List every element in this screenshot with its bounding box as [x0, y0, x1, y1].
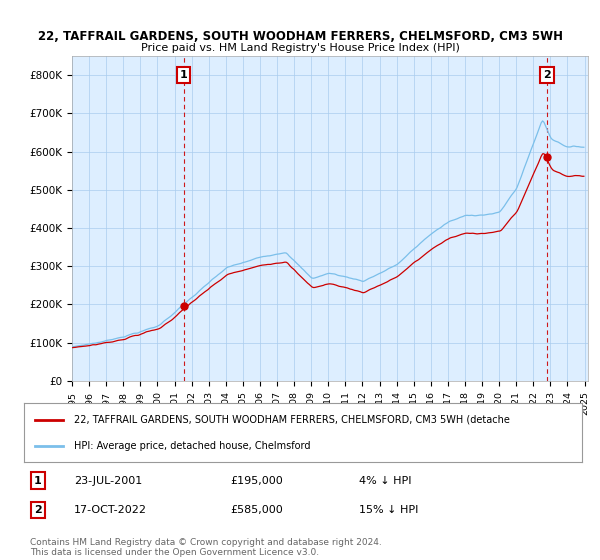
Text: 22, TAFFRAIL GARDENS, SOUTH WOODHAM FERRERS, CHELMSFORD, CM3 5WH (detache: 22, TAFFRAIL GARDENS, SOUTH WOODHAM FERR…: [74, 414, 510, 424]
Text: 1: 1: [180, 70, 188, 80]
Text: 2: 2: [543, 70, 551, 80]
Text: 15% ↓ HPI: 15% ↓ HPI: [359, 505, 418, 515]
Text: 22, TAFFRAIL GARDENS, SOUTH WOODHAM FERRERS, CHELMSFORD, CM3 5WH: 22, TAFFRAIL GARDENS, SOUTH WOODHAM FERR…: [37, 30, 563, 43]
Text: 17-OCT-2022: 17-OCT-2022: [74, 505, 147, 515]
Text: 1: 1: [34, 476, 42, 486]
Text: 23-JUL-2001: 23-JUL-2001: [74, 476, 142, 486]
Text: £195,000: £195,000: [230, 476, 283, 486]
Text: Price paid vs. HM Land Registry's House Price Index (HPI): Price paid vs. HM Land Registry's House …: [140, 43, 460, 53]
Text: HPI: Average price, detached house, Chelmsford: HPI: Average price, detached house, Chel…: [74, 441, 311, 451]
Text: £585,000: £585,000: [230, 505, 283, 515]
Text: 4% ↓ HPI: 4% ↓ HPI: [359, 476, 412, 486]
Text: Contains HM Land Registry data © Crown copyright and database right 2024.
This d: Contains HM Land Registry data © Crown c…: [30, 538, 382, 557]
Text: 2: 2: [34, 505, 42, 515]
